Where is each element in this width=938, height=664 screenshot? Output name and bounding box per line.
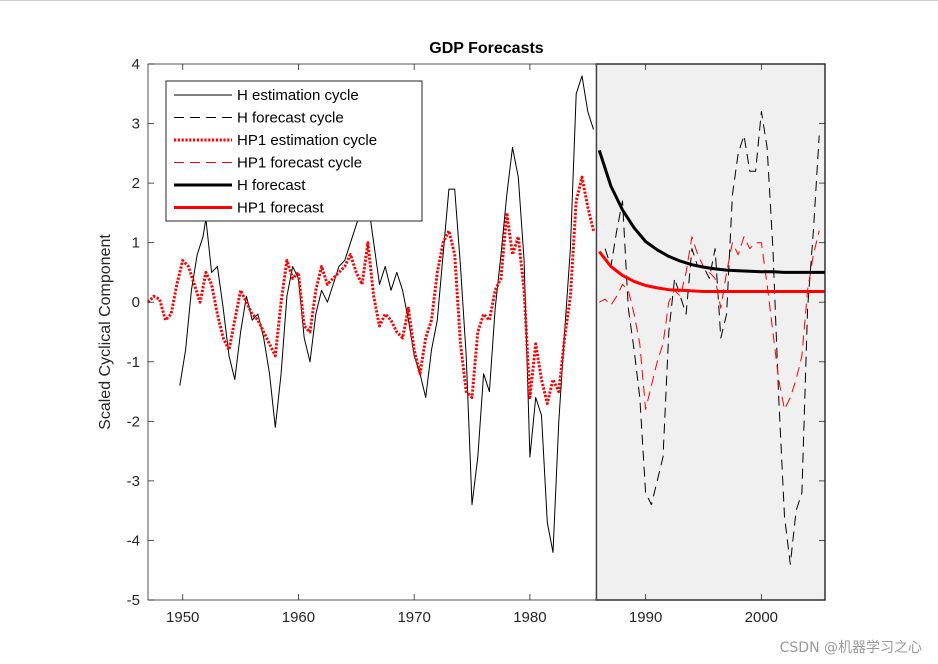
x-tick-label: 1970: [397, 609, 430, 626]
y-tick-label: 0: [132, 294, 140, 311]
series-hp1-forecast-cycle: [599, 230, 820, 410]
x-tick-label: 1960: [282, 609, 315, 626]
y-tick-label: 2: [132, 175, 140, 192]
y-tick-label: -2: [127, 413, 140, 430]
series-hp1-forecast: [598, 250, 825, 293]
y-tick-label: 1: [132, 235, 140, 252]
y-tick-label: 3: [132, 116, 140, 133]
axes-box: [147, 63, 826, 601]
legend-label: HP1 estimation cycle: [237, 132, 377, 149]
series-h-forecast-cycle: [604, 111, 820, 565]
top-divider: [0, 0, 938, 1]
series-h-estimation-cycle: [179, 75, 594, 553]
y-tick-label: 4: [132, 56, 140, 73]
y-tick-label: -4: [127, 532, 140, 549]
y-tick-label: -3: [127, 473, 140, 490]
chart-title: GDP Forecasts: [429, 40, 544, 57]
legend-label: HP1 forecast: [237, 200, 325, 217]
legend-label: H forecast: [237, 177, 306, 194]
series-hp1-estimation-cycle: [146, 175, 595, 405]
series-h-forecast: [597, 149, 825, 274]
legend-label: H estimation cycle: [237, 87, 359, 104]
x-tick-label: 1990: [629, 609, 662, 626]
legend-label: H forecast cycle: [237, 110, 344, 127]
x-tick-label: 1980: [513, 609, 546, 626]
forecast-region-shade: [595, 63, 826, 601]
y-tick-label: -1: [127, 354, 140, 371]
legend-label: HP1 forecast cycle: [237, 155, 362, 172]
x-tick-label: 2000: [745, 609, 778, 626]
y-tick-label: -5: [127, 592, 140, 609]
x-tick-label: 1950: [166, 609, 199, 626]
y-axis-label: Scaled Cyclical Component: [97, 234, 114, 430]
watermark: CSDN @机器学习之心: [780, 640, 922, 656]
legend: H estimation cycle H forecast cycle HP1 es…: [165, 80, 423, 222]
